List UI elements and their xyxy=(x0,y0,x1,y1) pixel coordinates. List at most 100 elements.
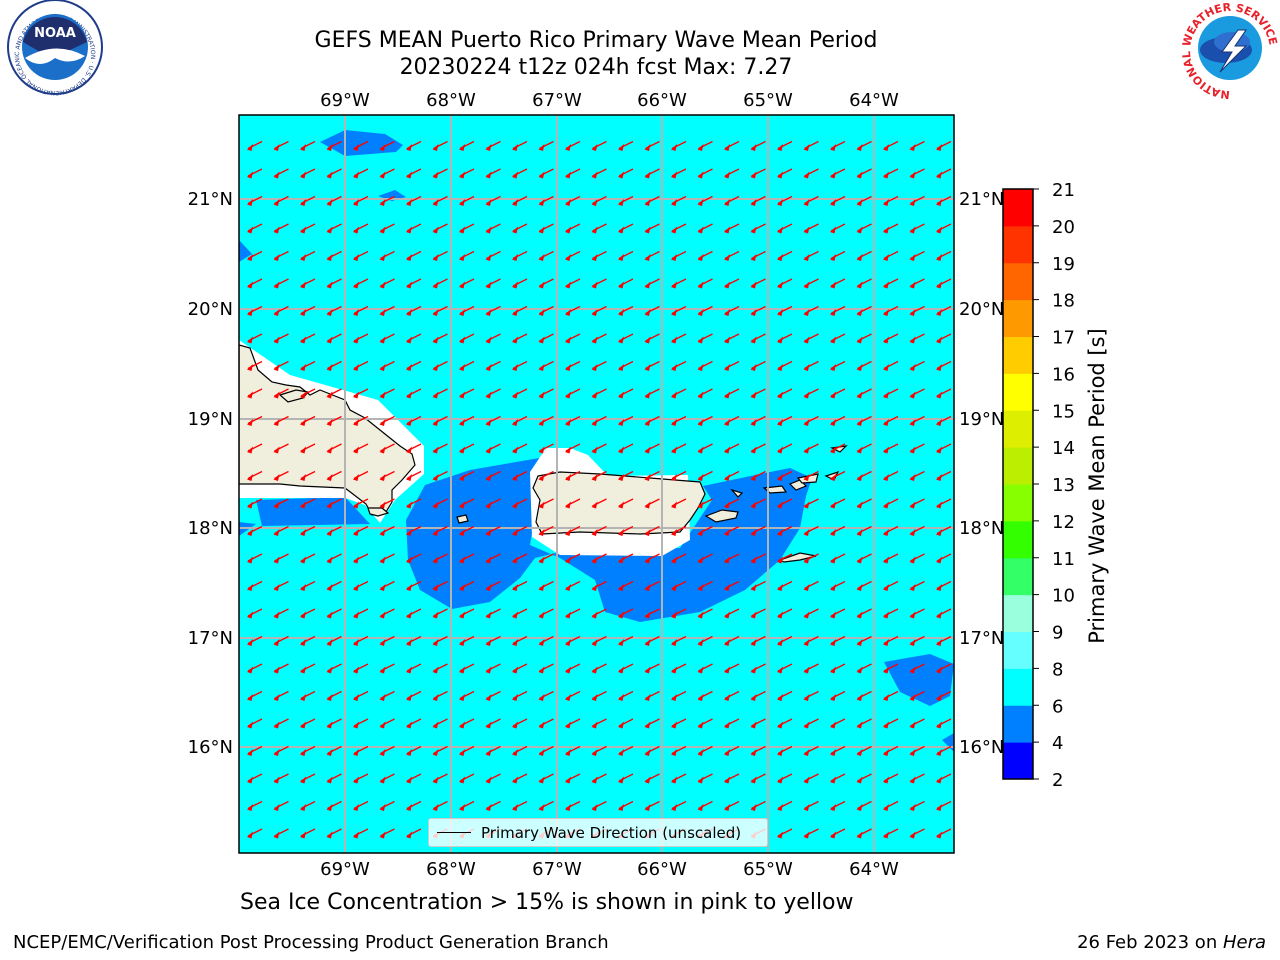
wave-arrow xyxy=(671,663,687,674)
wave-arrow xyxy=(512,580,528,591)
lon-label-bottom: 67°W xyxy=(532,859,582,880)
wave-arrow xyxy=(538,580,554,591)
wave-arrow xyxy=(618,278,634,289)
wave-arrow xyxy=(803,580,819,591)
wave-arrow xyxy=(353,470,369,481)
wave-arrow xyxy=(644,745,660,756)
wave-arrow xyxy=(432,195,448,206)
wave-arrow xyxy=(512,525,528,536)
wave-arrow xyxy=(724,690,740,701)
wave-arrow xyxy=(618,773,634,784)
lat-label-left: 19°N xyxy=(188,409,233,430)
wave-arrow xyxy=(856,800,872,811)
wave-arrow xyxy=(883,250,899,261)
wave-arrow xyxy=(936,800,952,811)
wave-arrow xyxy=(353,333,369,344)
wave-arrow xyxy=(459,773,475,784)
wave-arrow xyxy=(697,278,713,289)
wave-arrow xyxy=(406,415,422,426)
wave-arrow xyxy=(883,305,899,316)
wave-arrow xyxy=(671,333,687,344)
wave-arrow xyxy=(644,305,660,316)
wave-arrow xyxy=(432,333,448,344)
wave-arrow xyxy=(697,388,713,399)
wave-arrow xyxy=(936,828,952,839)
wave-arrow xyxy=(856,498,872,509)
wave-arrow xyxy=(459,470,475,481)
wave-arrow xyxy=(697,800,713,811)
wave-arrow xyxy=(671,608,687,619)
wave-arrow xyxy=(432,608,448,619)
wave-arrow xyxy=(936,443,952,454)
wave-arrow xyxy=(538,195,554,206)
wave-arrow xyxy=(936,773,952,784)
wave-arrow xyxy=(379,525,395,536)
map-frame xyxy=(238,114,955,854)
wave-arrow xyxy=(777,745,793,756)
navassa-island xyxy=(367,507,390,517)
wave-arrow xyxy=(591,608,607,619)
wave-arrow xyxy=(459,800,475,811)
wave-arrow xyxy=(406,525,422,536)
wave-arrow xyxy=(671,415,687,426)
wave-arrow xyxy=(353,553,369,564)
footer-branch-text: NCEP/EMC/Verification Post Processing Pr… xyxy=(13,932,609,953)
lat-label-right: 19°N xyxy=(959,409,1004,430)
wave-arrow xyxy=(406,718,422,729)
wave-arrow xyxy=(883,140,899,151)
wave-arrow xyxy=(379,333,395,344)
colorbar-tick-label: 21 xyxy=(1052,180,1075,201)
wave-arrow xyxy=(936,580,952,591)
wave-arrow xyxy=(909,250,925,261)
wave-arrow xyxy=(273,690,289,701)
wave-arrow xyxy=(353,168,369,179)
wave-arrow xyxy=(883,525,899,536)
wave-arrow xyxy=(326,278,342,289)
wave-arrow xyxy=(247,580,263,591)
wave-arrow xyxy=(777,635,793,646)
wave-arrow xyxy=(273,415,289,426)
colorbar-tick-label: 8 xyxy=(1052,659,1063,680)
wave-arrow xyxy=(485,443,501,454)
wave-arrow xyxy=(300,690,316,701)
wave-arrow xyxy=(247,195,263,206)
wave-arrow xyxy=(830,140,846,151)
wave-arrow xyxy=(406,608,422,619)
wave-arrow xyxy=(750,663,766,674)
wave-arrow xyxy=(300,553,316,564)
wave-arrow xyxy=(830,525,846,536)
wave-arrow xyxy=(618,443,634,454)
wave-arrow xyxy=(618,415,634,426)
wave-arrow xyxy=(459,718,475,729)
wave-arrow xyxy=(379,745,395,756)
wave-arrow xyxy=(830,443,846,454)
map-legend: Primary Wave Direction (unscaled) xyxy=(428,818,768,847)
wave-arrow xyxy=(353,195,369,206)
wave-arrow xyxy=(697,773,713,784)
wave-arrow xyxy=(512,278,528,289)
wave-arrow xyxy=(750,278,766,289)
wave-arrow xyxy=(830,608,846,619)
wave-arrow xyxy=(803,525,819,536)
wave-arrow xyxy=(485,195,501,206)
colorbar-segment xyxy=(1003,410,1033,448)
lat-label-left: 21°N xyxy=(188,189,233,210)
wave-arrow xyxy=(750,608,766,619)
wave-arrow xyxy=(247,718,263,729)
wave-arrow xyxy=(273,553,289,564)
wave-arrow xyxy=(485,305,501,316)
wave-arrow xyxy=(247,305,263,316)
wave-arrow xyxy=(644,635,660,646)
wave-arrow xyxy=(777,168,793,179)
sea-ice-caption: Sea Ice Concentration > 15% is shown in … xyxy=(240,890,854,915)
wave-arrow xyxy=(459,195,475,206)
wave-arrow xyxy=(644,415,660,426)
wave-arrow xyxy=(697,580,713,591)
wave-arrow xyxy=(591,388,607,399)
wave-arrow xyxy=(512,305,528,316)
wave-arrow xyxy=(273,718,289,729)
wave-arrow xyxy=(432,690,448,701)
wave-arrow xyxy=(936,498,952,509)
wave-arrow xyxy=(618,388,634,399)
wave-arrow xyxy=(671,498,687,509)
